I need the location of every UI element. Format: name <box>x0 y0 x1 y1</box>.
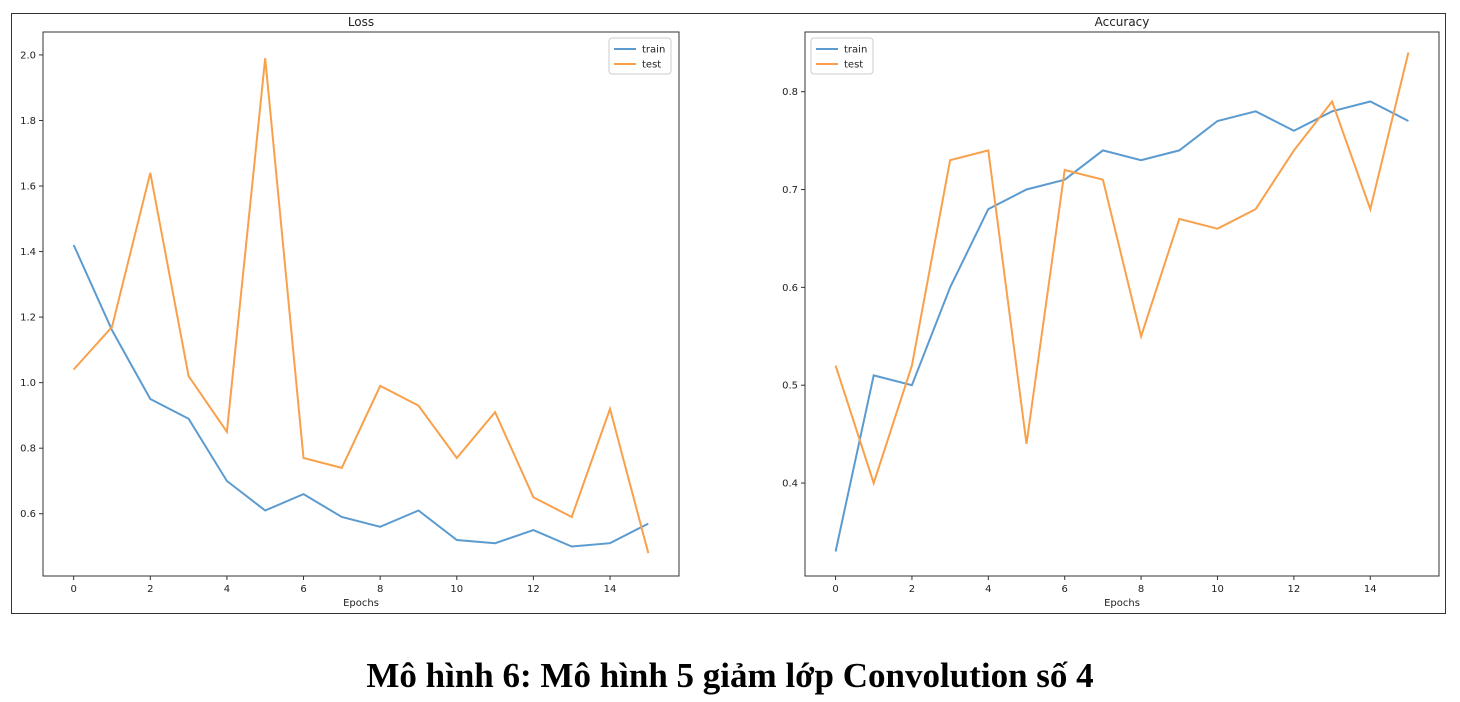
chart-title: Accuracy <box>1095 15 1150 29</box>
y-tick-label: 0.4 <box>782 479 798 490</box>
loss-chart: Loss 0 2 4 6 8 10 12 14 0.6 0.8 1.0 1.2 1.4 1.6 1.8 2.0 E… <box>20 15 680 609</box>
series-line-train <box>72 244 649 548</box>
x-tick-label: 14 <box>1364 584 1377 595</box>
legend-box <box>810 37 874 75</box>
x-tick-label: 2 <box>909 584 915 595</box>
series-line-test <box>834 52 1410 487</box>
y-tick-label: 1.2 <box>20 313 36 324</box>
x-tick-label: 10 <box>450 584 463 595</box>
y-tick-label: 0.6 <box>782 283 798 294</box>
accuracy-chart: Accuracy 0 2 4 6 8 10 12 14 0.4 0.5 0.6 0.7 0.8 Epochs… <box>782 15 1440 609</box>
x-tick-label: 6 <box>300 584 306 595</box>
y-tick-label: 1.6 <box>20 182 36 193</box>
y-tick-label: 1.8 <box>20 116 36 127</box>
legend-label-test: test <box>642 60 661 71</box>
legend: train test <box>608 37 672 75</box>
series-line-test <box>72 58 650 554</box>
x-tick-label: 4 <box>224 584 230 595</box>
plot-area <box>42 31 680 577</box>
x-tick-label: 4 <box>985 584 991 595</box>
x-tick-label: 6 <box>1062 584 1068 595</box>
figure-frame: Loss 0 2 4 6 8 10 12 14 0.6 0.8 1.0 1.2 1.4 1.6 1.8 2.0 E… <box>11 13 1446 614</box>
x-tick-label: 0 <box>70 584 76 595</box>
x-axis-label: Epochs <box>343 598 379 609</box>
y-tick-label: 0.8 <box>782 87 798 98</box>
legend-label-test: test <box>844 60 863 71</box>
y-tick-label: 0.6 <box>20 509 36 520</box>
x-tick-label: 14 <box>604 584 617 595</box>
y-tick-label: 1.4 <box>20 247 36 258</box>
legend: train test <box>810 37 874 75</box>
y-tick-label: 1.0 <box>20 378 36 389</box>
chart-title: Loss <box>348 15 374 29</box>
y-tick-label: 0.8 <box>20 444 36 455</box>
x-tick-label: 10 <box>1211 584 1224 595</box>
x-tick-label: 12 <box>527 584 540 595</box>
series-line-train <box>834 100 1409 552</box>
x-tick-label: 8 <box>377 584 383 595</box>
x-tick-label: 2 <box>147 584 153 595</box>
legend-label-train: train <box>642 45 665 56</box>
legend-box <box>608 37 672 75</box>
x-tick-label: 0 <box>832 584 838 595</box>
legend-label-train: train <box>844 45 867 56</box>
x-tick-label: 12 <box>1288 584 1301 595</box>
x-axis-label: Epochs <box>1104 598 1140 609</box>
y-tick-label: 2.0 <box>20 50 36 61</box>
y-tick-label: 0.5 <box>782 381 798 392</box>
plot-area <box>804 31 1440 577</box>
x-tick-label: 8 <box>1138 584 1144 595</box>
figure-caption: Mô hình 6: Mô hình 5 giảm lớp Convolutio… <box>366 656 1094 695</box>
y-tick-label: 0.7 <box>782 185 798 196</box>
